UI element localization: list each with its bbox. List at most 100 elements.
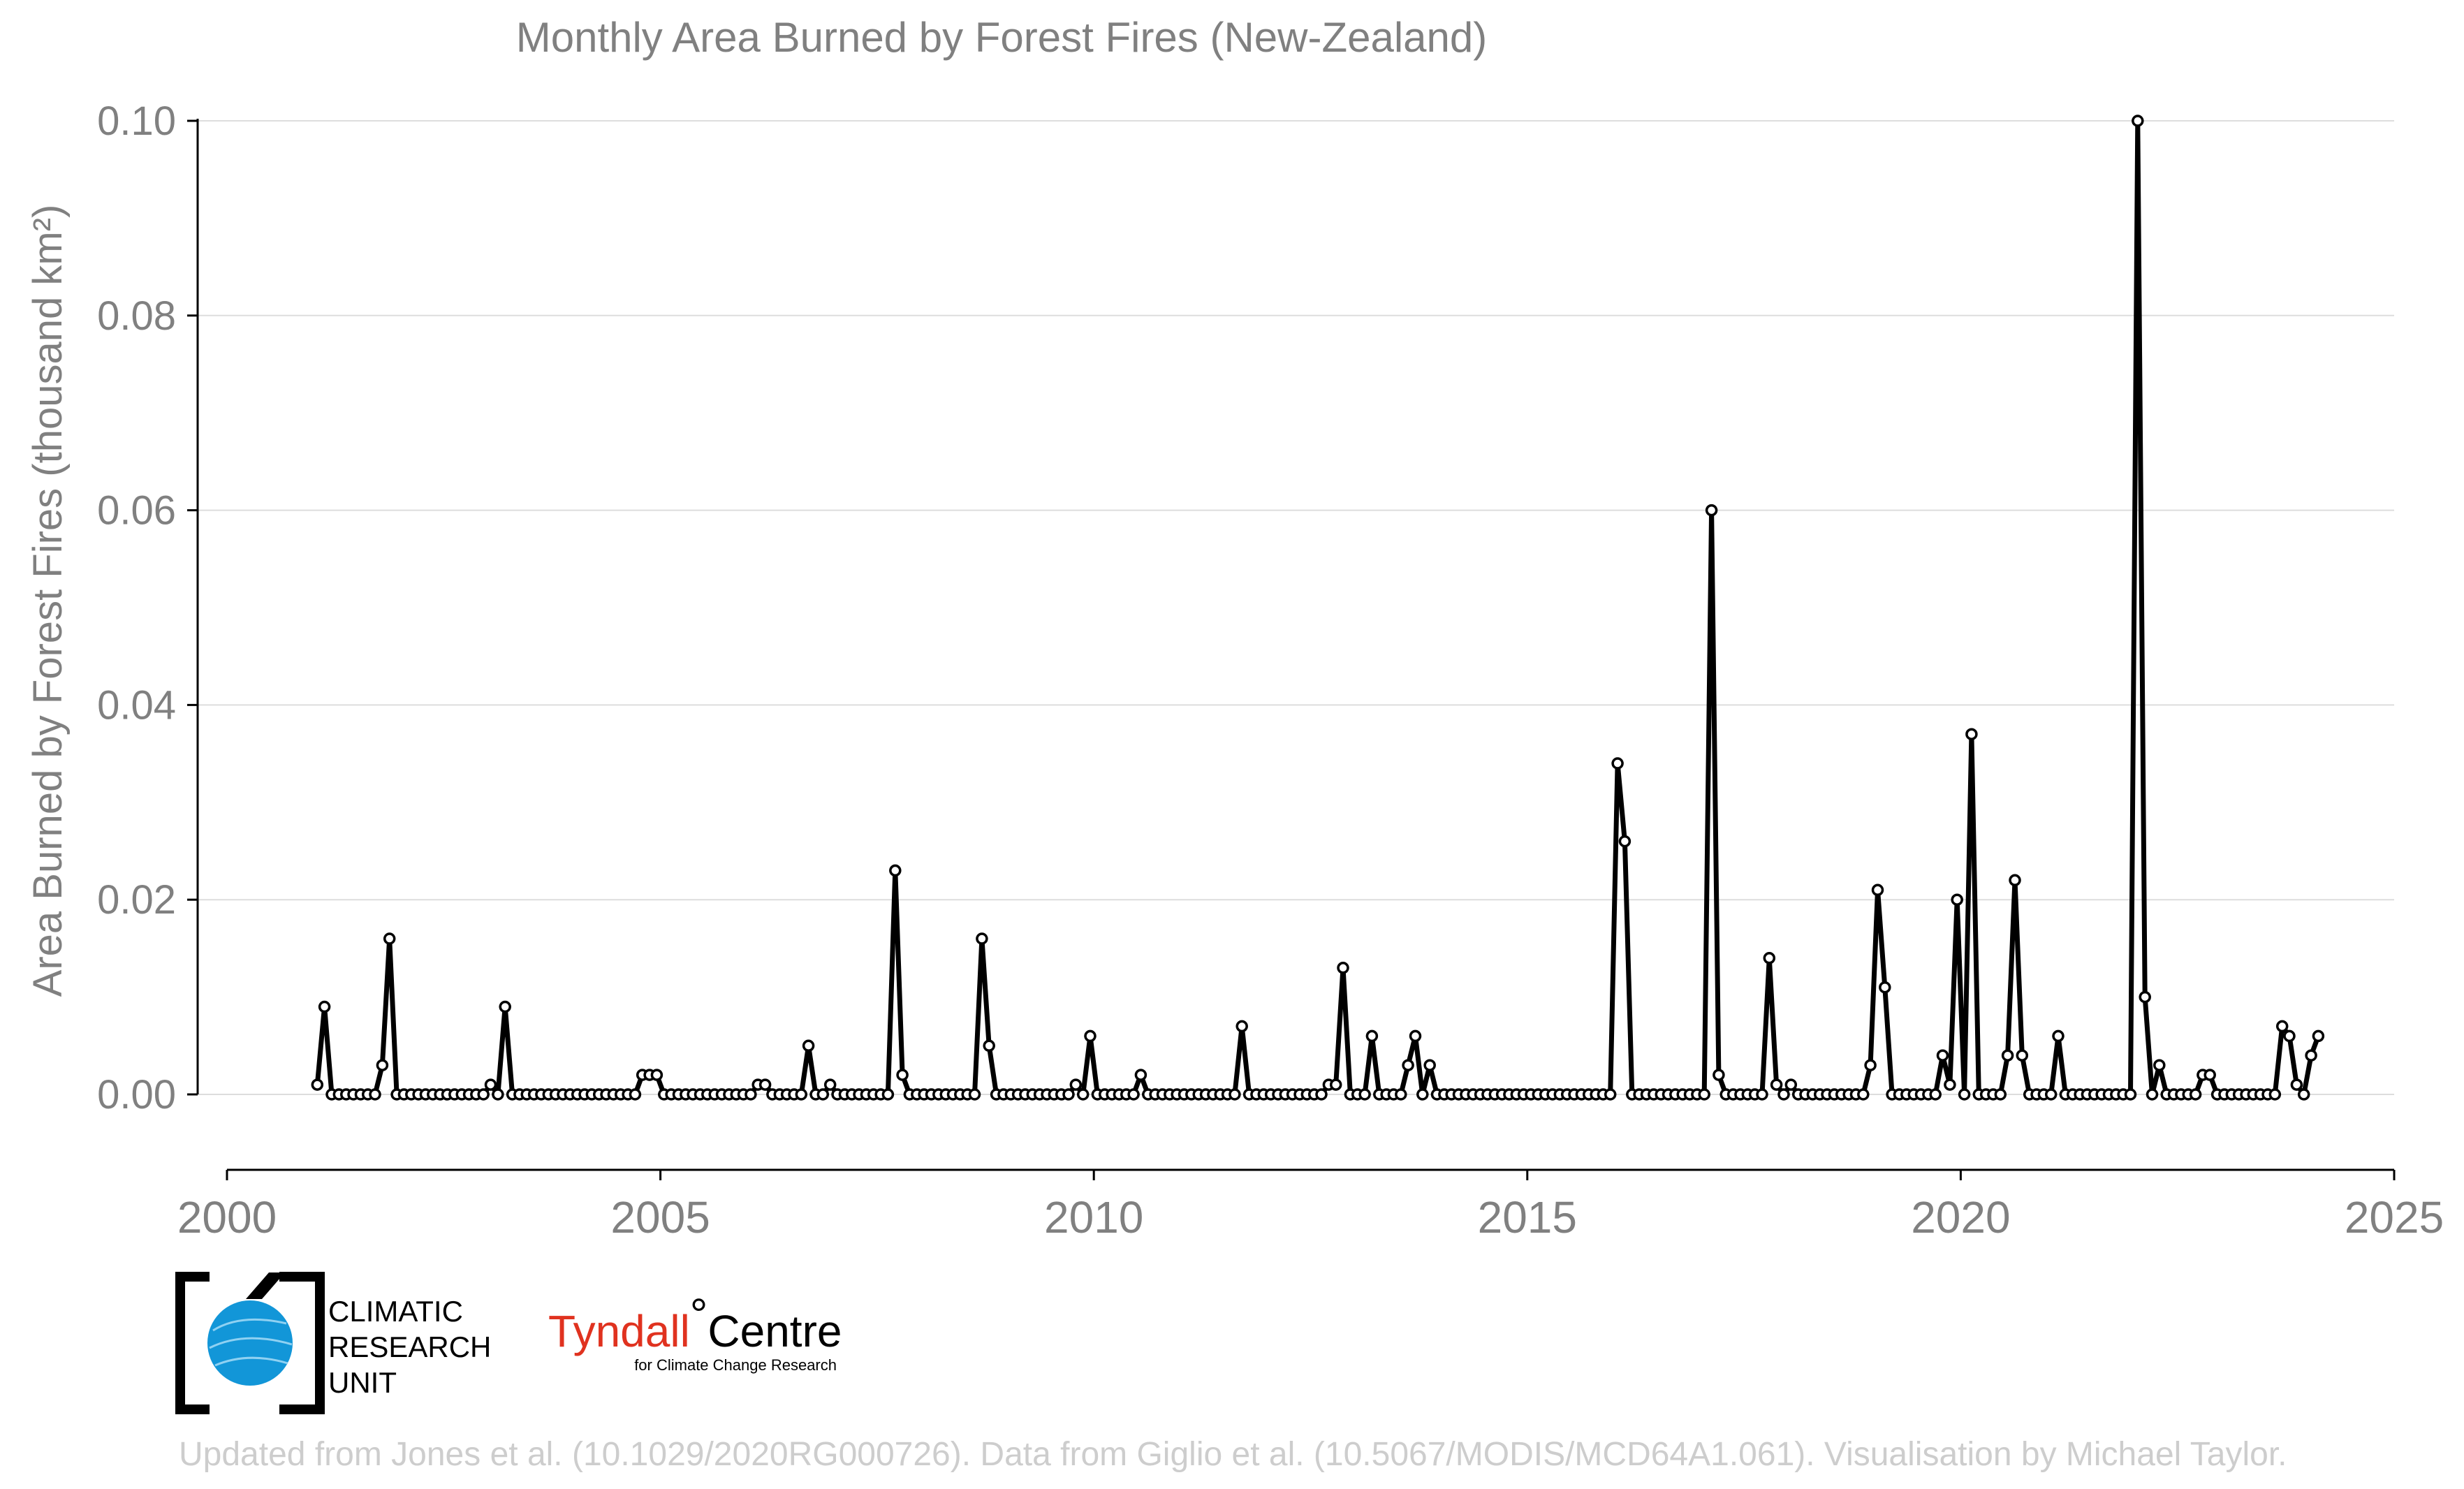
y-tick-label: 0.10	[97, 98, 176, 144]
data-point	[2132, 115, 2144, 127]
data-point	[1857, 1088, 1870, 1101]
x-tick-label: 2010	[1044, 1192, 1143, 1242]
data-point	[1315, 1088, 1328, 1101]
y-tick-label: 0.06	[97, 488, 176, 534]
data-point	[1329, 1078, 1342, 1091]
data-point	[499, 1000, 511, 1013]
data-point	[2153, 1059, 2166, 1071]
data-point	[1229, 1088, 1241, 1101]
data-point	[1611, 757, 1624, 770]
data-point	[1958, 1088, 1971, 1101]
x-tick-label: 2000	[177, 1192, 277, 1242]
data-point	[881, 1088, 895, 1101]
y-ticks: 0.00 0.02 0.04 0.06 0.08 0.10	[97, 98, 198, 1117]
data-point	[2305, 1049, 2317, 1062]
data-point	[2312, 1029, 2325, 1043]
data-point	[1879, 981, 1891, 994]
data-point	[1777, 1088, 1790, 1101]
y-tick-label: 0.02	[97, 877, 176, 923]
data-point	[816, 1088, 830, 1101]
data-point	[1713, 1069, 1725, 1081]
data-points	[311, 115, 2325, 1101]
tyndall-degree: °	[690, 1289, 708, 1340]
data-point	[1402, 1059, 1414, 1071]
cru-slash	[246, 1272, 285, 1299]
data-point	[2203, 1069, 2216, 1081]
data-point	[745, 1088, 757, 1101]
data-point	[2189, 1088, 2202, 1101]
data-point	[376, 1059, 389, 1071]
data-point	[1770, 1078, 1783, 1091]
x-tick-label: 2025	[2345, 1192, 2444, 1242]
data-point	[889, 864, 902, 877]
data-point	[2297, 1088, 2310, 1101]
y-tick-label: 0.04	[97, 682, 176, 728]
data-point	[2290, 1078, 2303, 1091]
data-point	[1235, 1020, 1248, 1033]
data-point	[1084, 1029, 1097, 1043]
chart-title: Monthly Area Burned by Forest Fires (New…	[516, 14, 1488, 61]
cru-line-2: RESEARCH	[328, 1330, 491, 1363]
data-point	[1965, 728, 1978, 740]
data-point	[1763, 952, 1776, 964]
y-tick-label: 0.08	[97, 293, 176, 339]
data-point	[2139, 990, 2151, 1004]
data-point	[1864, 1059, 1877, 1071]
data-point	[383, 932, 396, 945]
data-point	[492, 1088, 504, 1101]
globe-lines	[209, 1318, 293, 1367]
data-point	[2052, 1029, 2065, 1043]
data-point	[1069, 1078, 1083, 1091]
data-point	[1134, 1069, 1147, 1081]
data-point	[369, 1088, 381, 1101]
data-point	[802, 1039, 815, 1052]
data-point	[1076, 1088, 1090, 1101]
x-tick-label: 2020	[1911, 1192, 2010, 1242]
data-point	[1936, 1049, 1949, 1062]
tyndall-logo: Tyndall°Centre for Climate Change Resear…	[548, 1289, 842, 1374]
data-point	[2283, 1029, 2296, 1043]
gridlines	[198, 120, 2394, 1095]
data-point	[2016, 1049, 2029, 1062]
series-line	[314, 118, 2321, 1097]
data-point	[1423, 1059, 1436, 1071]
data-point	[758, 1078, 772, 1091]
tyndall-subtitle: for Climate Change Research	[634, 1356, 837, 1374]
data-point	[1365, 1029, 1379, 1043]
data-point	[2009, 874, 2021, 887]
data-point	[1618, 835, 1631, 848]
cru-line-1: CLIMATIC	[328, 1295, 463, 1328]
credit-text: Updated from Jones et al. (10.1029/2020R…	[179, 1436, 2287, 1473]
x-tick-label: 2005	[610, 1192, 710, 1242]
cru-line-3: UNIT	[328, 1366, 397, 1399]
data-point	[650, 1069, 663, 1081]
data-point	[629, 1088, 642, 1101]
data-point	[311, 1078, 324, 1091]
data-point	[795, 1088, 808, 1101]
cru-bracket-left	[175, 1272, 210, 1414]
data-point	[1062, 1088, 1075, 1101]
data-point	[823, 1078, 837, 1091]
data-point	[477, 1088, 490, 1101]
data-point	[1994, 1088, 2007, 1101]
data-point	[1698, 1088, 1710, 1101]
data-point	[1756, 1088, 1768, 1101]
data-point	[2044, 1088, 2058, 1101]
data-point	[1358, 1088, 1371, 1101]
data-point	[2275, 1020, 2289, 1033]
data-point	[896, 1069, 909, 1081]
data-point	[968, 1088, 981, 1101]
data-point	[1337, 962, 1349, 974]
cru-logo: CLIMATIC RESEARCH UNIT	[175, 1272, 491, 1414]
data-point	[2124, 1088, 2137, 1101]
data-point	[2268, 1088, 2282, 1101]
data-point	[1604, 1088, 1617, 1101]
x-ticks: 2000 2005 2010 2015 2020 2025	[177, 1170, 2444, 1242]
data-point	[1951, 893, 1963, 906]
data-point	[1705, 504, 1718, 517]
data-point	[1127, 1088, 1140, 1101]
data-point	[484, 1078, 497, 1091]
data-point	[976, 932, 988, 945]
x-tick-label: 2015	[1478, 1192, 1577, 1242]
